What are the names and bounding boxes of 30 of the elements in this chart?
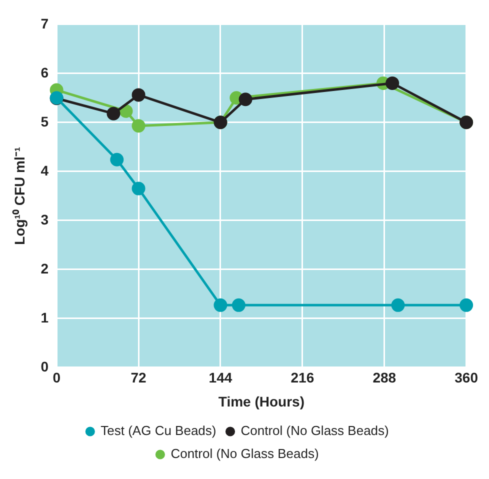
y-axis-title: Log¹⁰ CFU ml⁻¹ [11,146,28,245]
y-tick-label: 0 [40,358,49,374]
point [386,76,400,90]
point [132,182,146,196]
y-tick-label: 5 [40,113,49,130]
x-tick-label: 216 [290,370,314,386]
point [106,106,120,120]
y-tick-label: 6 [40,64,49,80]
x-tick-label: 0 [52,370,61,386]
point [132,88,146,102]
legend-label: Test (AG Cu Beads) [100,423,216,438]
y-tick-label: 7 [40,15,49,32]
point [238,92,252,106]
x-tick-label: 360 [454,370,478,386]
legend-label: Control (No Glass Beads) [170,446,319,462]
point [132,119,146,133]
point [391,298,405,312]
point [214,298,228,312]
point [232,298,246,312]
point [460,298,474,312]
point [110,152,124,166]
y-tick-label: 4 [40,162,49,178]
x-tick-label: 72 [130,370,147,386]
x-axis-title: Time (Hours) [218,393,304,410]
x-tick-label: 288 [372,370,396,386]
y-tick-label: 3 [40,211,49,228]
y-tick-label: 2 [40,260,49,276]
legend-label: Control (No Glass Beads) [240,423,389,438]
y-tick-label: 1 [40,309,49,326]
x-tick-label: 144 [208,370,232,386]
